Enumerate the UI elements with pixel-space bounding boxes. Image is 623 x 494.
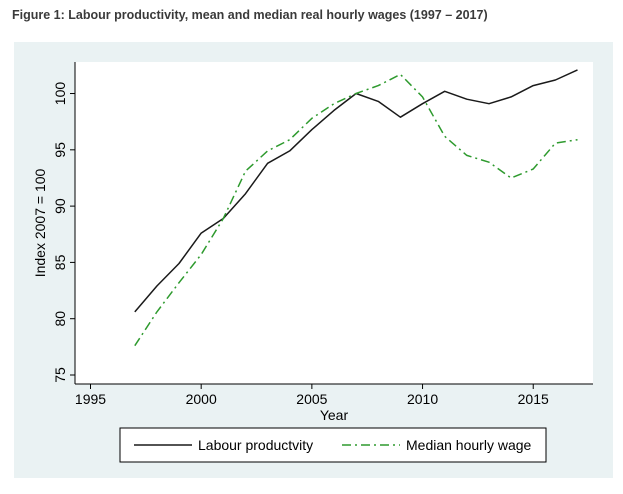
x-tick-label: 2010 [407, 391, 438, 407]
y-tick-label: 95 [52, 142, 68, 158]
y-tick-label: 75 [52, 367, 68, 383]
plot-area [75, 62, 593, 384]
y-axis-ticks: 75 80 85 90 95 100 [52, 82, 75, 383]
x-axis-ticks: 1995 2000 2005 2010 2015 [75, 384, 549, 407]
legend-label-productivity: Labour productvity [198, 437, 313, 453]
y-tick-label: 90 [52, 198, 68, 214]
y-tick-label: 85 [52, 254, 68, 270]
x-tick-label: 2000 [186, 391, 217, 407]
figure-title: Figure 1: Labour productivity, mean and … [12, 8, 488, 22]
chart-panel: 1995 2000 2005 2010 2015 75 80 85 90 95 100 Year … [14, 42, 613, 478]
legend-label-median-wage: Median hourly wage [406, 437, 532, 453]
x-axis-title: Year [320, 407, 349, 423]
y-axis-title: Index 2007 = 100 [32, 168, 48, 277]
x-tick-label: 2005 [296, 391, 327, 407]
y-tick-label: 100 [52, 82, 68, 106]
x-tick-label: 2015 [518, 391, 549, 407]
x-tick-label: 1995 [75, 391, 106, 407]
series-line-median-hourly-wage [134, 73, 578, 347]
series-layer [134, 69, 578, 347]
y-tick-label: 80 [52, 311, 68, 327]
